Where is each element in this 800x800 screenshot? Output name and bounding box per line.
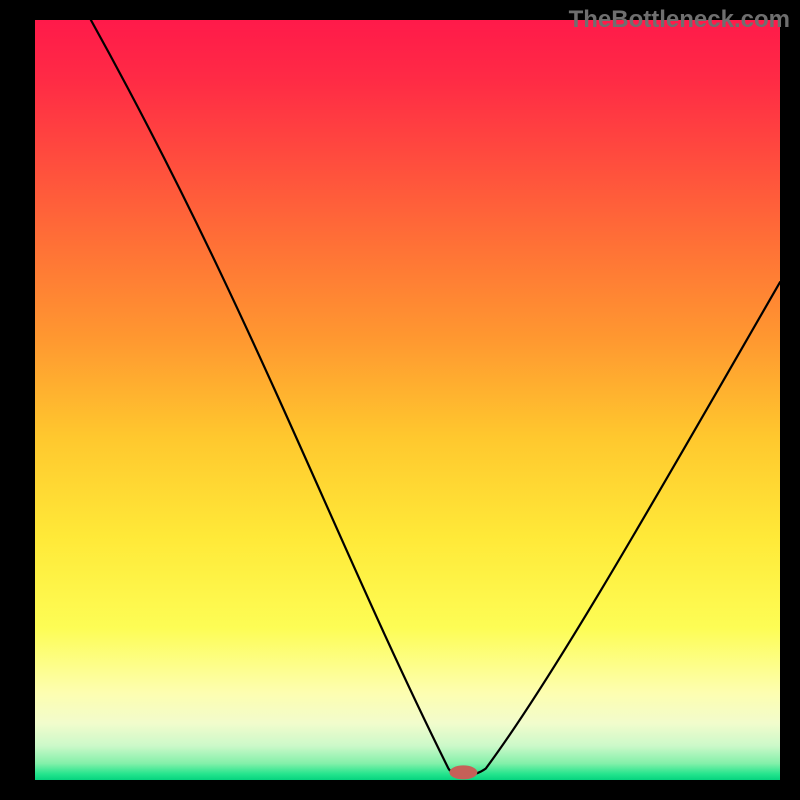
chart-stage: TheBottleneck.com [0, 0, 800, 800]
gradient-background [35, 20, 780, 780]
watermark-label: TheBottleneck.com [569, 6, 790, 34]
plot-area [35, 20, 780, 780]
optimum-marker [449, 765, 477, 779]
chart-svg [35, 20, 780, 780]
